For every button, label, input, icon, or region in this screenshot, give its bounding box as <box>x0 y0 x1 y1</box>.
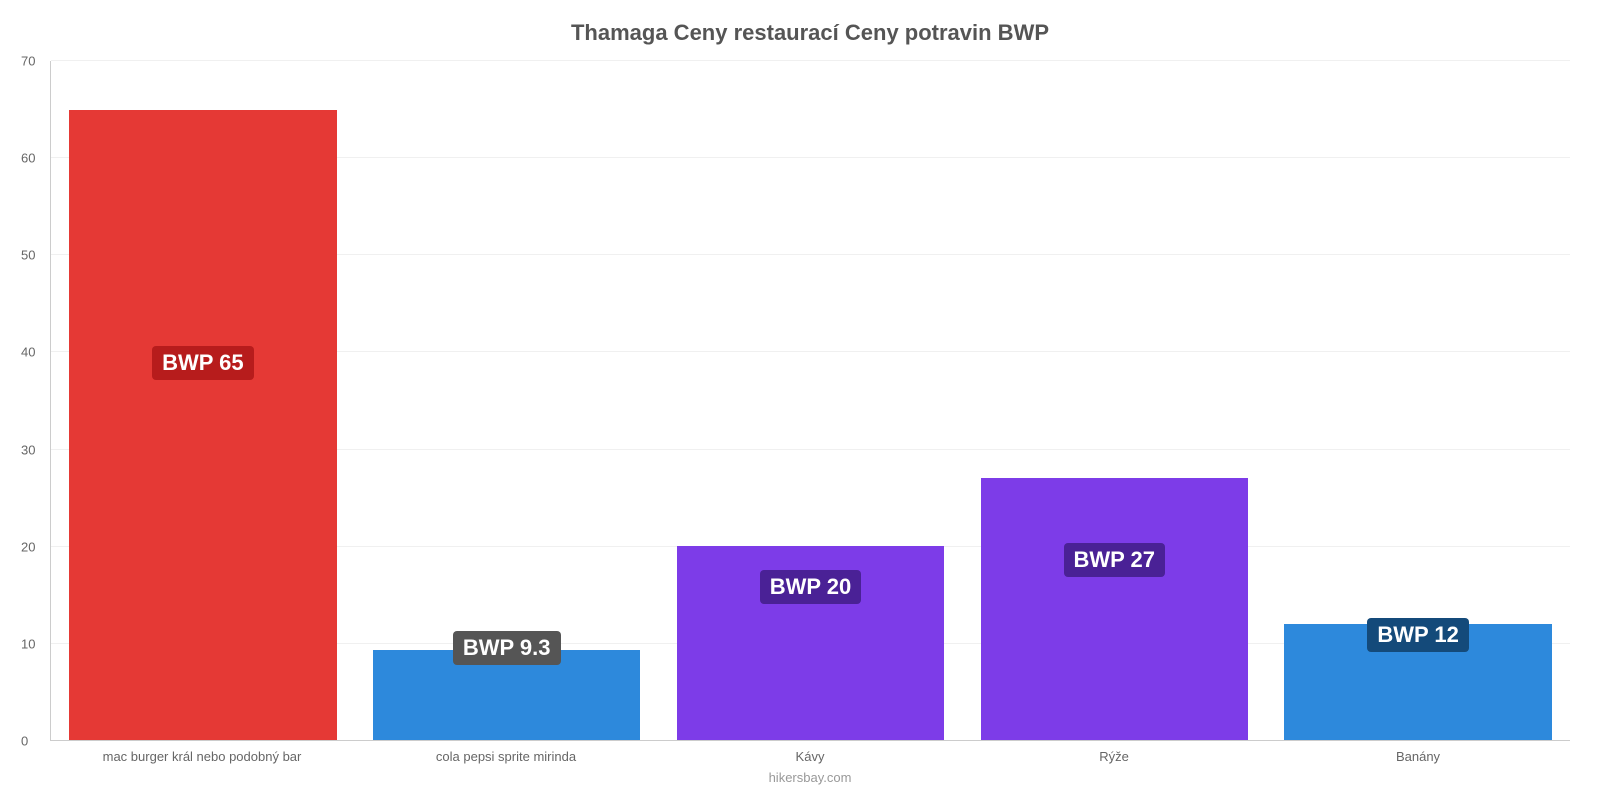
bar-value-label: BWP 12 <box>1367 618 1469 652</box>
plot-area: 706050403020100 BWP 65BWP 9.3BWP 20BWP 2… <box>50 61 1570 741</box>
chart-container: Thamaga Ceny restaurací Ceny potravin BW… <box>0 0 1600 800</box>
bar-group: BWP 65 <box>51 61 355 740</box>
y-tick-label: 70 <box>21 54 35 69</box>
bar <box>69 110 336 740</box>
attribution-text: hikersbay.com <box>50 770 1570 785</box>
bar-value-label: BWP 9.3 <box>453 631 561 665</box>
x-axis-labels: mac burger král nebo podobný barcola pep… <box>50 749 1570 764</box>
bar-value-label: BWP 27 <box>1064 543 1166 577</box>
bar-group: BWP 20 <box>659 61 963 740</box>
bar-group: BWP 9.3 <box>355 61 659 740</box>
x-tick-label: cola pepsi sprite mirinda <box>354 749 658 764</box>
x-tick-label: mac burger král nebo podobný bar <box>50 749 354 764</box>
y-tick-label: 20 <box>21 539 35 554</box>
bar <box>981 478 1248 740</box>
chart-title: Thamaga Ceny restaurací Ceny potravin BW… <box>50 20 1570 46</box>
x-tick-label: Banány <box>1266 749 1570 764</box>
bar-value-label: BWP 65 <box>152 346 254 380</box>
y-tick-label: 50 <box>21 248 35 263</box>
y-tick-label: 10 <box>21 636 35 651</box>
x-tick-label: Rýže <box>962 749 1266 764</box>
bar-group: BWP 12 <box>1266 61 1570 740</box>
y-tick-label: 0 <box>21 734 28 749</box>
y-tick-label: 30 <box>21 442 35 457</box>
bar-group: BWP 27 <box>962 61 1266 740</box>
bars-container: BWP 65 BWP 9.3 BWP 20 BWP 27 BWP 12 <box>51 61 1570 741</box>
y-tick-label: 60 <box>21 151 35 166</box>
bar-value-label: BWP 20 <box>760 570 862 604</box>
y-tick-label: 40 <box>21 345 35 360</box>
x-tick-label: Kávy <box>658 749 962 764</box>
